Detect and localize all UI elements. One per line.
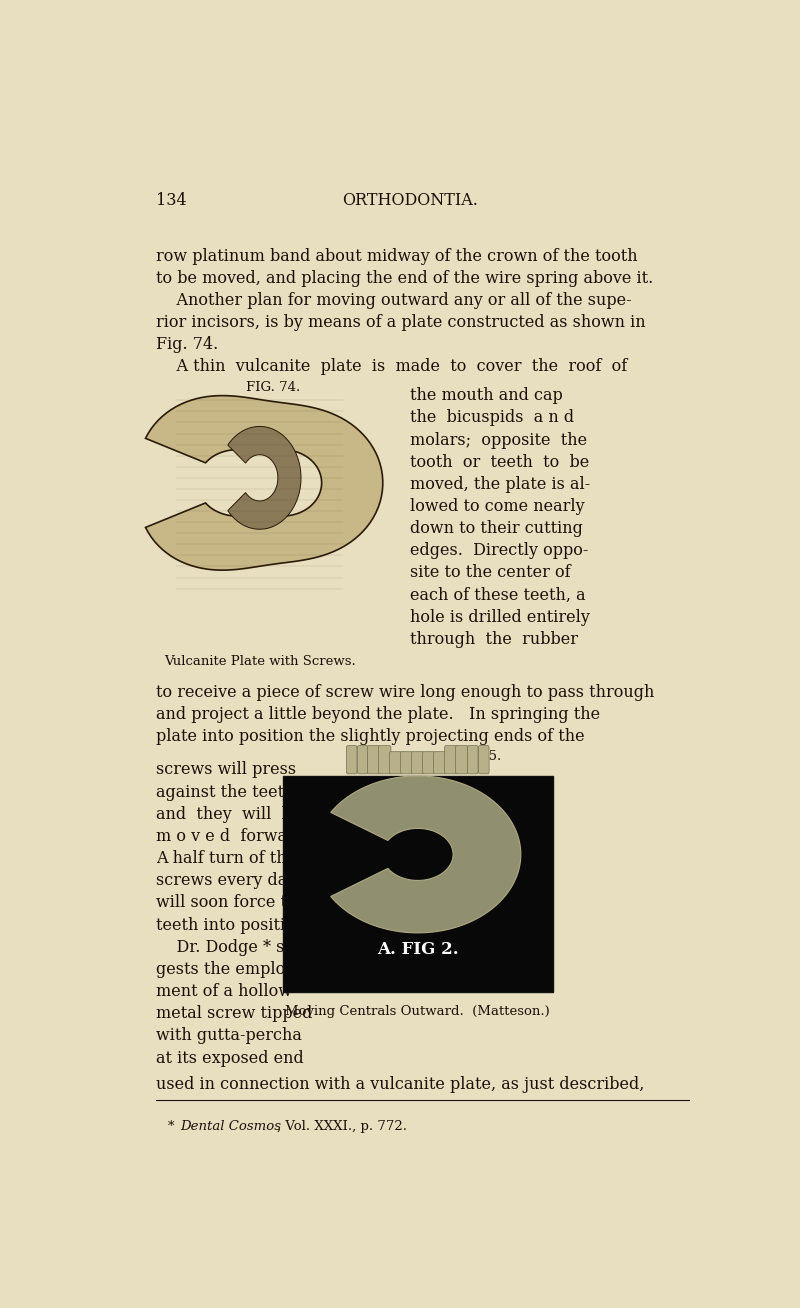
Text: with gutta-percha: with gutta-percha (156, 1027, 302, 1044)
Text: , Vol. XXXI., p. 772.: , Vol. XXXI., p. 772. (277, 1121, 406, 1134)
Text: the mouth and cap: the mouth and cap (410, 387, 562, 404)
Text: will soon force the: will soon force the (156, 895, 306, 912)
Polygon shape (228, 426, 301, 530)
Text: row platinum band about midway of the crown of the tooth: row platinum band about midway of the cr… (156, 247, 638, 264)
Text: hole is drilled entirely: hole is drilled entirely (410, 608, 590, 625)
Text: and  they  will  be: and they will be (156, 806, 301, 823)
Text: screws will press: screws will press (156, 761, 296, 778)
Text: Vulcanite Plate with Screws.: Vulcanite Plate with Screws. (164, 655, 355, 668)
Text: plate into position the slightly projecting ends of the: plate into position the slightly project… (156, 729, 585, 746)
FancyBboxPatch shape (467, 746, 478, 774)
Polygon shape (146, 395, 382, 570)
FancyBboxPatch shape (401, 752, 413, 774)
FancyBboxPatch shape (346, 746, 357, 774)
Text: ORTHODONTIA.: ORTHODONTIA. (342, 192, 478, 209)
Text: site to the center of: site to the center of (410, 565, 570, 582)
FancyBboxPatch shape (358, 746, 368, 774)
Text: *: * (168, 1121, 179, 1134)
FancyBboxPatch shape (445, 746, 457, 774)
FancyBboxPatch shape (478, 746, 489, 774)
Text: through  the  rubber: through the rubber (410, 630, 578, 647)
Text: A thin  vulcanite  plate  is  made  to  cover  the  roof  of: A thin vulcanite plate is made to cover … (156, 358, 627, 375)
FancyBboxPatch shape (378, 746, 391, 774)
Text: A. FIG 2.: A. FIG 2. (377, 940, 458, 957)
Text: the  bicuspids  a n d: the bicuspids a n d (410, 409, 574, 426)
Text: moved, the plate is al-: moved, the plate is al- (410, 476, 590, 493)
Text: gests the employ-: gests the employ- (156, 961, 299, 978)
Text: and project a little beyond the plate.   In springing the: and project a little beyond the plate. I… (156, 706, 600, 723)
Text: Dr. Dodge * sug-: Dr. Dodge * sug- (156, 939, 310, 956)
Text: each of these teeth, a: each of these teeth, a (410, 586, 586, 603)
FancyBboxPatch shape (422, 752, 435, 774)
Text: used in connection with a vulcanite plate, as just described,: used in connection with a vulcanite plat… (156, 1076, 644, 1093)
Text: to be moved, and placing the end of the wire spring above it.: to be moved, and placing the end of the … (156, 269, 653, 286)
Text: Another plan for moving outward any or all of the supe-: Another plan for moving outward any or a… (156, 292, 631, 309)
Text: Moving Centrals Outward.  (Matteson.): Moving Centrals Outward. (Matteson.) (286, 1006, 550, 1019)
Text: screws every day: screws every day (156, 872, 296, 889)
Text: tooth  or  teeth  to  be: tooth or teeth to be (410, 454, 590, 471)
Text: down to their cutting: down to their cutting (410, 521, 583, 538)
FancyBboxPatch shape (390, 752, 402, 774)
Polygon shape (330, 776, 521, 933)
Text: ment of a hollow: ment of a hollow (156, 984, 292, 1001)
Text: 134: 134 (156, 192, 186, 209)
Text: Dental Cosmos: Dental Cosmos (181, 1121, 282, 1134)
Text: Fig. 74.: Fig. 74. (156, 336, 218, 353)
FancyBboxPatch shape (283, 776, 553, 993)
Text: rior incisors, is by means of a plate constructed as shown in: rior incisors, is by means of a plate co… (156, 314, 646, 331)
Text: lowed to come nearly: lowed to come nearly (410, 498, 585, 515)
FancyBboxPatch shape (367, 746, 380, 774)
Text: m o v e d  forward.: m o v e d forward. (156, 828, 310, 845)
Text: FIG. 75.: FIG. 75. (447, 751, 502, 764)
FancyBboxPatch shape (455, 746, 468, 774)
Text: at its exposed end: at its exposed end (156, 1049, 303, 1066)
Text: metal screw tipped: metal screw tipped (156, 1005, 312, 1022)
Text: FIG. 74.: FIG. 74. (246, 381, 300, 394)
Text: to receive a piece of screw wire long enough to pass through: to receive a piece of screw wire long en… (156, 684, 654, 701)
Text: teeth into position.: teeth into position. (156, 917, 310, 934)
Text: molars;  opposite  the: molars; opposite the (410, 432, 587, 449)
FancyBboxPatch shape (434, 752, 446, 774)
FancyBboxPatch shape (411, 752, 424, 774)
Text: against the teeth: against the teeth (156, 783, 294, 800)
Text: edges.  Directly oppo-: edges. Directly oppo- (410, 543, 588, 560)
Text: A half turn of the: A half turn of the (156, 850, 296, 867)
